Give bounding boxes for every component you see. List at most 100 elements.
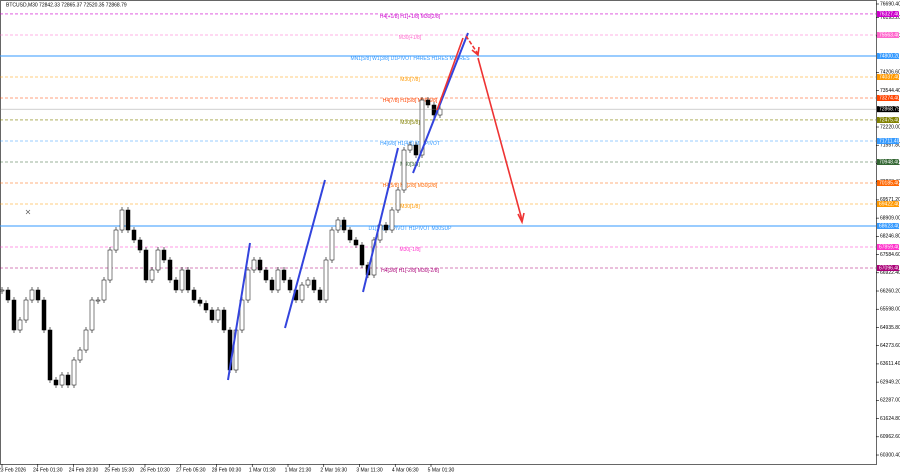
last-price-label: 72868.79 (879, 106, 900, 112)
candle (53, 379, 59, 386)
level-price-box (877, 32, 899, 39)
candle (41, 299, 47, 331)
level-price-box (877, 265, 899, 272)
candle (353, 239, 359, 246)
trend-lines (227, 32, 469, 381)
level-text: H4[3/8] H1[-2/8] M30[-2/8] (381, 268, 439, 274)
candle (257, 259, 263, 271)
x-tick-label: 24 Feb 01:30 (33, 467, 63, 473)
y-tick-label: 64273.60 (880, 343, 900, 349)
candle (161, 249, 167, 261)
level-price-label: 67096.40 (879, 265, 900, 271)
level-price-label: 68623.40 (879, 223, 900, 229)
candle (347, 229, 353, 241)
level-price-label: 69422.40 (879, 201, 900, 207)
trend-line (362, 147, 399, 293)
x-tick-label: 5 Mar 01:30 (428, 467, 455, 473)
candle (269, 279, 275, 291)
x-tick-label: 4 Mar 06:30 (392, 467, 419, 473)
candle (173, 279, 179, 291)
level-price-box (877, 94, 899, 101)
x-tick-label: 28 Feb 00:30 (212, 467, 242, 473)
level-text: M30[-1/8] (399, 247, 421, 253)
level-text: M30[1/8] (400, 204, 420, 210)
x-tick-label: 1 Mar 21:30 (285, 467, 312, 473)
candle (281, 269, 287, 281)
candle (191, 289, 197, 301)
level-price-label: 74037.40 (879, 74, 900, 80)
candle (5, 289, 11, 301)
x-tick-label: 23 Feb 2026 (0, 467, 26, 473)
level-text: H4[5/8] H1[2/8] M30[2/8] (383, 183, 438, 189)
candle (101, 279, 107, 301)
candle (131, 229, 137, 241)
level-price-box (877, 159, 899, 166)
y-tick-label: 66260.20 (880, 288, 900, 294)
level-price-label: 71711.40 (879, 138, 900, 144)
level-price-label: 67859.40 (879, 244, 900, 250)
x-tick-label: 3 Mar 11:30 (356, 467, 383, 473)
candle (143, 249, 149, 281)
candle (431, 104, 437, 116)
y-tick-label: 71557.80 (880, 143, 900, 149)
candle (245, 269, 251, 301)
plot-frame (0, 0, 877, 465)
candle (425, 99, 431, 106)
level-price-box (877, 10, 899, 17)
y-tick-label: 67584.60 (880, 252, 900, 258)
level-text: D1[3/8] H4PIVOT H1PIVOT M30SUP (369, 226, 453, 232)
candle (275, 269, 281, 291)
candle (35, 289, 41, 301)
candle (263, 269, 269, 281)
candle (119, 209, 125, 231)
level-price-label: 76327.40 (879, 11, 900, 17)
candle (305, 279, 311, 286)
candle (407, 144, 413, 151)
cursor-icon (25, 209, 31, 215)
candle (413, 144, 419, 156)
candle (23, 299, 29, 321)
y-tick-label: 60962.60 (880, 434, 900, 440)
candle (287, 279, 293, 291)
candle (29, 289, 35, 301)
candle (47, 329, 53, 381)
forecast-arrow (471, 46, 480, 57)
candle (155, 249, 161, 271)
level-price-box (877, 138, 899, 145)
candle (209, 309, 215, 321)
candle (341, 219, 347, 231)
level-price-label: 73274.40 (879, 95, 900, 101)
trend-line (412, 32, 469, 174)
candle (11, 299, 17, 331)
y-tick-label: 68246.80 (880, 234, 900, 240)
price-layer: H4[+1/8] H1[+1/8] M30[2/8] M30[+1/8] MN1[5… (0, 13, 876, 389)
level-price-label: 70948.40 (879, 159, 900, 165)
level-price-box (877, 53, 899, 60)
candle (419, 99, 425, 156)
level-price-box (877, 200, 899, 207)
level-price-box (877, 116, 899, 123)
y-tick-label: 66922.40 (880, 270, 900, 276)
level-price-box (877, 244, 899, 251)
level-text: M30[7/8] (400, 77, 420, 83)
candle (359, 244, 365, 266)
forecast (436, 35, 525, 225)
x-tick-label: 26 Feb 10:30 (140, 467, 170, 473)
candle (0, 289, 5, 292)
candle (107, 249, 113, 281)
candle (335, 219, 341, 231)
candle (395, 189, 401, 211)
candle (401, 149, 407, 191)
level-text: H4[+1/8] H1[+1/8] M30[2/8] (380, 14, 441, 20)
y-tick-label: 73544.40 (880, 88, 900, 94)
y-tick-label: 62287.00 (880, 398, 900, 404)
candle (113, 229, 119, 251)
x-tick-label: 27 Feb 05:30 (176, 467, 206, 473)
forecast-line (477, 57, 523, 221)
level-price-label: 75563.40 (879, 32, 900, 38)
candle (95, 299, 101, 302)
candle (221, 309, 227, 331)
candle (317, 289, 323, 301)
candle (83, 329, 89, 351)
x-tick-label: 25 Feb 15:30 (105, 467, 135, 473)
